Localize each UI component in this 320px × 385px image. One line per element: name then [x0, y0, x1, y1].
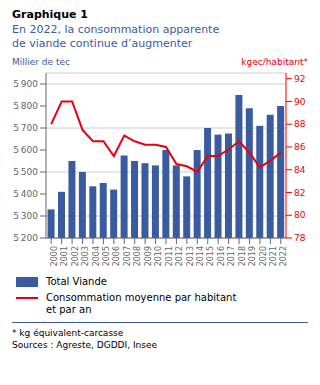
html-text:et par an: et par an	[46, 304, 92, 315]
svg-text:2019: 2019	[248, 246, 257, 266]
svg-text:2008: 2008	[133, 246, 142, 266]
svg-text:2016: 2016	[217, 246, 226, 266]
svg-text:2013: 2013	[186, 246, 195, 266]
html-text:Graphique 1: Graphique 1	[12, 8, 88, 21]
svg-text:92: 92	[294, 74, 305, 84]
svg-text:5 400: 5 400	[13, 189, 38, 199]
svg-text:2010: 2010	[154, 246, 163, 266]
svg-text:5 300: 5 300	[13, 211, 38, 221]
svg-text:84: 84	[294, 165, 306, 175]
svg-text:88: 88	[294, 119, 306, 129]
svg-text:2006: 2006	[113, 246, 122, 266]
svg-text:2022: 2022	[279, 246, 288, 266]
svg-text:2021: 2021	[269, 246, 278, 266]
svg-text:2011: 2011	[165, 246, 174, 266]
svg-text:2009: 2009	[144, 246, 153, 266]
svg-text:2000: 2000	[50, 246, 59, 266]
html-text:kgec/habitant*: kgec/habitant*	[241, 57, 308, 67]
html-text:En 2022, la consommation appar: En 2022, la consommation apparente	[12, 23, 220, 36]
svg-text:2014: 2014	[196, 246, 205, 266]
svg-text:2004: 2004	[92, 246, 101, 266]
html-text:* kg équivalent-carcasse: * kg équivalent-carcasse	[12, 328, 124, 338]
html-text:Consommation moyenne par habit: Consommation moyenne par habitant	[46, 292, 237, 303]
svg-text:80: 80	[294, 210, 306, 220]
svg-text:5 800: 5 800	[13, 101, 38, 111]
svg-text:2007: 2007	[123, 246, 132, 266]
html-text:Sources : Agreste, DGDDI, Inse: Sources : Agreste, DGDDI, Insee	[12, 340, 157, 350]
svg-text:2012: 2012	[175, 246, 184, 266]
html-text:de viande continue d’augmenter: de viande continue d’augmenter	[12, 37, 193, 50]
svg-text:5 900: 5 900	[13, 79, 38, 89]
svg-text:5 700: 5 700	[13, 123, 38, 133]
svg-text:2015: 2015	[206, 246, 215, 266]
svg-text:5 200: 5 200	[13, 233, 38, 243]
html-text:Millier de tec: Millier de tec	[12, 57, 70, 67]
svg-text:78: 78	[294, 233, 306, 243]
svg-text:2018: 2018	[238, 246, 247, 266]
svg-text:5 500: 5 500	[13, 167, 38, 177]
svg-text:82: 82	[294, 188, 305, 198]
svg-text:2017: 2017	[227, 246, 236, 266]
svg-text:2001: 2001	[60, 246, 69, 266]
svg-text:90: 90	[294, 97, 306, 107]
svg-text:86: 86	[294, 142, 306, 152]
svg-text:2020: 2020	[259, 246, 268, 266]
svg-text:5 600: 5 600	[13, 145, 38, 155]
svg-text:2005: 2005	[102, 246, 111, 266]
svg-text:2003: 2003	[81, 246, 90, 266]
html-text:Total Viande: Total Viande	[46, 276, 107, 287]
svg-text:2002: 2002	[71, 246, 80, 266]
